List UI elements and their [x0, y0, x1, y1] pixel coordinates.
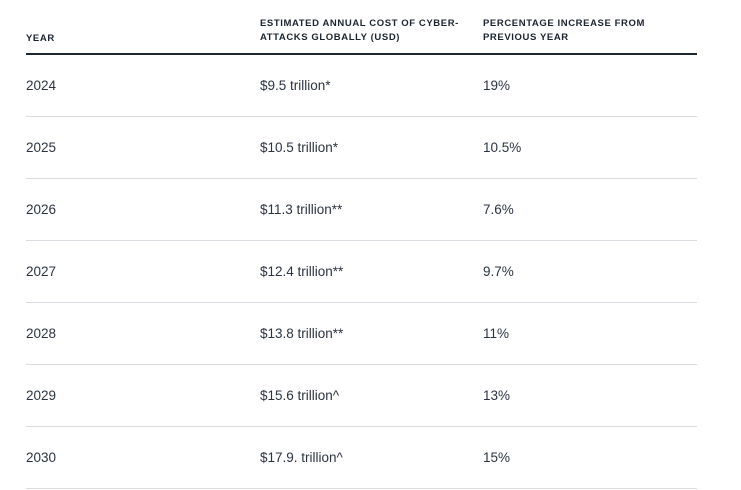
cell-increase: 10.5% [483, 139, 522, 155]
cell-increase: 15% [483, 449, 511, 465]
table-row: 2027 $12.4 trillion** 9.7% [26, 241, 697, 303]
cell-cost: $12.4 trillion** [260, 263, 344, 279]
header-cost: ESTIMATED ANNUAL COST OF CYBER-ATTACKS G… [260, 18, 459, 43]
cell-cost: $10.5 trillion* [260, 139, 339, 155]
header-increase: PERCENTAGE INCREASE FROM PREVIOUS YEAR [483, 18, 646, 43]
cell-cost: $9.5 trillion* [260, 77, 331, 93]
table-row: 2029 $15.6 trillion^ 13% [26, 365, 697, 427]
header-year: YEAR [26, 33, 55, 44]
cell-year: 2024 [26, 77, 57, 93]
table-row: 2026 $11.3 trillion** 7.6% [26, 179, 697, 241]
table-row: 2028 $13.8 trillion** 11% [26, 303, 697, 365]
cell-year: 2028 [26, 325, 57, 341]
cell-increase: 9.7% [483, 263, 514, 279]
table-row: 2024 $9.5 trillion* 19% [26, 55, 697, 117]
cell-increase: 13% [483, 387, 511, 403]
table-row: 2030 $17.9. trillion^ 15% [26, 427, 697, 489]
cell-cost: $17.9. trillion^ [260, 449, 343, 465]
table-row: 2025 $10.5 trillion* 10.5% [26, 117, 697, 179]
cell-increase: 19% [483, 77, 511, 93]
cell-year: 2030 [26, 449, 57, 465]
table-header-row: YEAR ESTIMATED ANNUAL COST OF CYBER-ATTA… [26, 0, 697, 55]
cyber-cost-table: YEAR ESTIMATED ANNUAL COST OF CYBER-ATTA… [26, 0, 697, 489]
cell-year: 2027 [26, 263, 57, 279]
cell-cost: $13.8 trillion** [260, 325, 344, 341]
cell-increase: 7.6% [483, 201, 514, 217]
cell-year: 2026 [26, 201, 57, 217]
cell-cost: $15.6 trillion^ [260, 387, 340, 403]
cell-year: 2025 [26, 139, 57, 155]
cell-year: 2029 [26, 387, 57, 403]
cell-increase: 11% [483, 325, 510, 341]
cell-cost: $11.3 trillion** [260, 201, 343, 217]
